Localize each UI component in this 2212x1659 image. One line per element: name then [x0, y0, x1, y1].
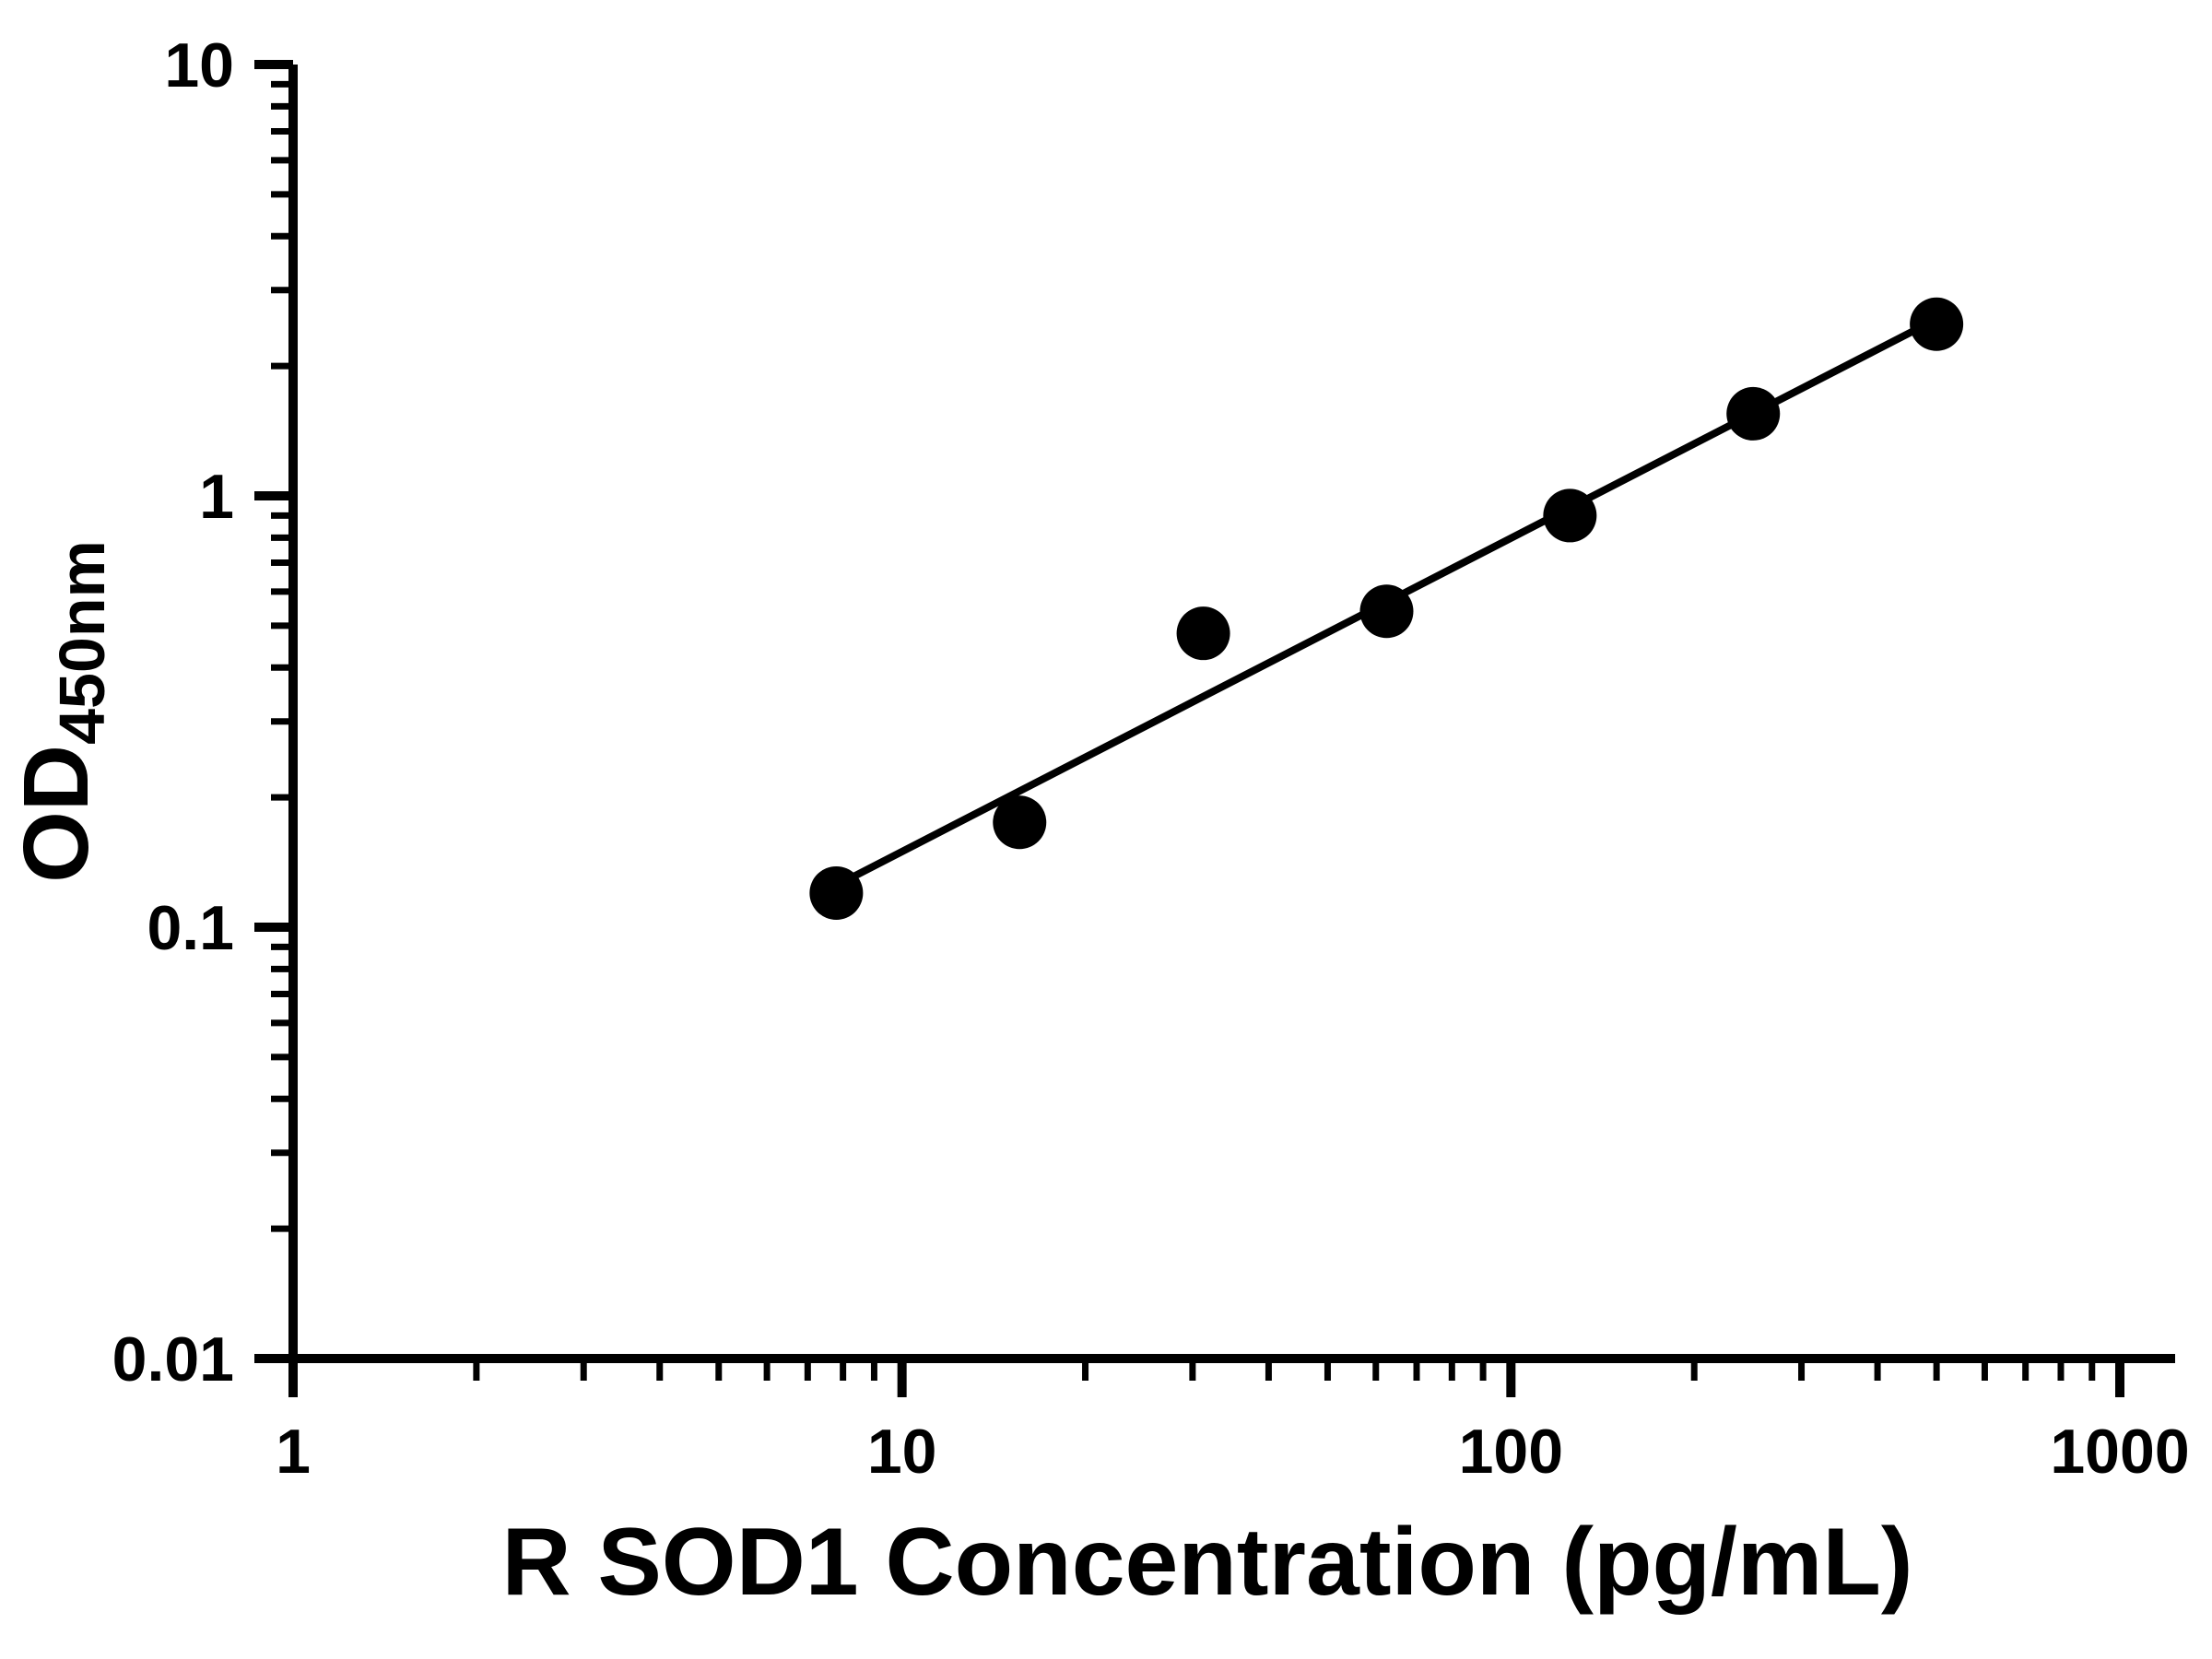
- data-point: [1726, 386, 1781, 441]
- plot-layer: [809, 297, 1964, 920]
- x-tick-label: 1000: [2050, 1417, 2189, 1487]
- y-axis-title-main: OD: [5, 745, 108, 883]
- y-tick-label: 10: [164, 30, 234, 100]
- y-tick-label: 1: [199, 462, 234, 532]
- y-tick-label: 0.1: [147, 893, 234, 963]
- y-axis-title-sub: 450nm: [46, 540, 118, 745]
- data-point: [1543, 488, 1597, 543]
- data-point: [993, 795, 1047, 850]
- x-tick-label: 1: [276, 1417, 311, 1487]
- y-tick-label: 0.01: [112, 1324, 234, 1394]
- data-point: [809, 865, 864, 920]
- data-point: [1359, 584, 1414, 639]
- x-axis-title: R SOD1 Concentration (pg/mL): [501, 1509, 1912, 1616]
- data-point: [1176, 606, 1230, 661]
- data-point: [1910, 297, 1964, 351]
- axis-spine: [288, 65, 2175, 1363]
- axes-layer: 1 10 100 1000 0.01 0.1 1 10: [112, 30, 2190, 1487]
- y-axis-title: OD450nm: [5, 540, 118, 883]
- x-tick-label: 10: [867, 1417, 937, 1487]
- x-tick-label: 100: [1459, 1417, 1563, 1487]
